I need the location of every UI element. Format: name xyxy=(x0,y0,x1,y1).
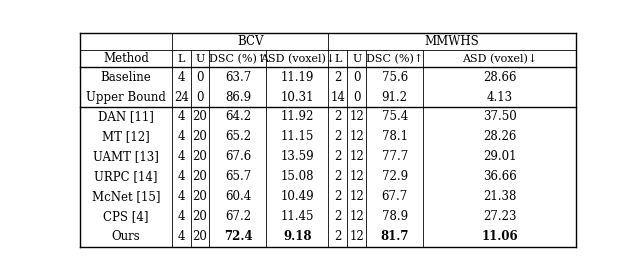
Text: 20: 20 xyxy=(193,170,207,183)
Text: 36.66: 36.66 xyxy=(483,170,516,183)
Text: 4: 4 xyxy=(177,111,185,124)
Text: 4: 4 xyxy=(177,230,185,243)
Text: 65.2: 65.2 xyxy=(225,130,251,143)
Text: 4: 4 xyxy=(177,170,185,183)
Text: ASD (voxel)↓: ASD (voxel)↓ xyxy=(260,53,335,64)
Text: 0: 0 xyxy=(196,71,204,84)
Text: 0: 0 xyxy=(353,91,360,104)
Text: 12: 12 xyxy=(349,150,364,163)
Text: CPS [4]: CPS [4] xyxy=(103,210,148,223)
Text: DSC (%)↑: DSC (%)↑ xyxy=(366,53,423,64)
Text: Ours: Ours xyxy=(111,230,140,243)
Text: 4: 4 xyxy=(177,190,185,203)
Text: 2: 2 xyxy=(334,170,342,183)
Text: 4: 4 xyxy=(177,71,185,84)
Text: 75.4: 75.4 xyxy=(381,111,408,124)
Text: 2: 2 xyxy=(334,210,342,223)
Text: Method: Method xyxy=(103,52,149,65)
Text: 78.9: 78.9 xyxy=(381,210,408,223)
Text: 10.49: 10.49 xyxy=(281,190,314,203)
Text: 65.7: 65.7 xyxy=(225,170,251,183)
Text: MMWHS: MMWHS xyxy=(425,35,479,48)
Text: 11.92: 11.92 xyxy=(281,111,314,124)
Text: 27.23: 27.23 xyxy=(483,210,516,223)
Text: 12: 12 xyxy=(349,230,364,243)
Text: DSC (%)↑: DSC (%)↑ xyxy=(209,53,267,64)
Text: 81.7: 81.7 xyxy=(380,230,409,243)
Text: 12: 12 xyxy=(349,111,364,124)
Text: 12: 12 xyxy=(349,170,364,183)
Text: 67.7: 67.7 xyxy=(381,190,408,203)
Text: 72.9: 72.9 xyxy=(381,170,408,183)
Text: 63.7: 63.7 xyxy=(225,71,251,84)
Text: ASD (voxel)↓: ASD (voxel)↓ xyxy=(462,53,537,64)
Text: 29.01: 29.01 xyxy=(483,150,516,163)
Text: 20: 20 xyxy=(193,210,207,223)
Text: 4: 4 xyxy=(177,130,185,143)
Text: 64.2: 64.2 xyxy=(225,111,251,124)
Text: 4.13: 4.13 xyxy=(486,91,513,104)
Text: McNet [15]: McNet [15] xyxy=(92,190,160,203)
Text: 11.19: 11.19 xyxy=(281,71,314,84)
Text: 12: 12 xyxy=(349,210,364,223)
Text: U: U xyxy=(195,54,205,64)
Text: 4: 4 xyxy=(177,210,185,223)
Text: 4: 4 xyxy=(177,150,185,163)
Text: Upper Bound: Upper Bound xyxy=(86,91,166,104)
Text: 0: 0 xyxy=(353,71,360,84)
Text: 77.7: 77.7 xyxy=(381,150,408,163)
Text: 2: 2 xyxy=(334,130,342,143)
Text: 67.6: 67.6 xyxy=(225,150,251,163)
Text: 20: 20 xyxy=(193,130,207,143)
Text: 75.6: 75.6 xyxy=(381,71,408,84)
Text: BCV: BCV xyxy=(237,35,264,48)
Text: 14: 14 xyxy=(330,91,346,104)
Text: 12: 12 xyxy=(349,130,364,143)
Text: 20: 20 xyxy=(193,111,207,124)
Text: 37.50: 37.50 xyxy=(483,111,516,124)
Text: 12: 12 xyxy=(349,190,364,203)
Text: 13.59: 13.59 xyxy=(281,150,314,163)
Text: 11.45: 11.45 xyxy=(281,210,314,223)
Text: UAMT [13]: UAMT [13] xyxy=(93,150,159,163)
Text: 72.4: 72.4 xyxy=(223,230,252,243)
Text: 67.2: 67.2 xyxy=(225,210,251,223)
Text: 28.66: 28.66 xyxy=(483,71,516,84)
Text: 20: 20 xyxy=(193,150,207,163)
Text: 20: 20 xyxy=(193,230,207,243)
Text: 60.4: 60.4 xyxy=(225,190,251,203)
Text: 20: 20 xyxy=(193,190,207,203)
Text: 0: 0 xyxy=(196,91,204,104)
Text: 2: 2 xyxy=(334,111,342,124)
Text: 11.06: 11.06 xyxy=(481,230,518,243)
Text: 91.2: 91.2 xyxy=(381,91,408,104)
Text: 86.9: 86.9 xyxy=(225,91,251,104)
Text: 24: 24 xyxy=(173,91,189,104)
Text: 28.26: 28.26 xyxy=(483,130,516,143)
Text: L: L xyxy=(334,54,342,64)
Text: 78.1: 78.1 xyxy=(381,130,408,143)
Text: 11.15: 11.15 xyxy=(281,130,314,143)
Text: 2: 2 xyxy=(334,71,342,84)
Text: MT [12]: MT [12] xyxy=(102,130,150,143)
Text: 9.18: 9.18 xyxy=(284,230,312,243)
Text: URPC [14]: URPC [14] xyxy=(94,170,157,183)
Text: DAN [11]: DAN [11] xyxy=(98,111,154,124)
Text: 2: 2 xyxy=(334,230,342,243)
Text: 15.08: 15.08 xyxy=(281,170,314,183)
Text: 10.31: 10.31 xyxy=(281,91,314,104)
Text: 2: 2 xyxy=(334,190,342,203)
Text: L: L xyxy=(177,54,185,64)
Text: U: U xyxy=(352,54,362,64)
Text: 2: 2 xyxy=(334,150,342,163)
Text: Baseline: Baseline xyxy=(100,71,151,84)
Text: 21.38: 21.38 xyxy=(483,190,516,203)
